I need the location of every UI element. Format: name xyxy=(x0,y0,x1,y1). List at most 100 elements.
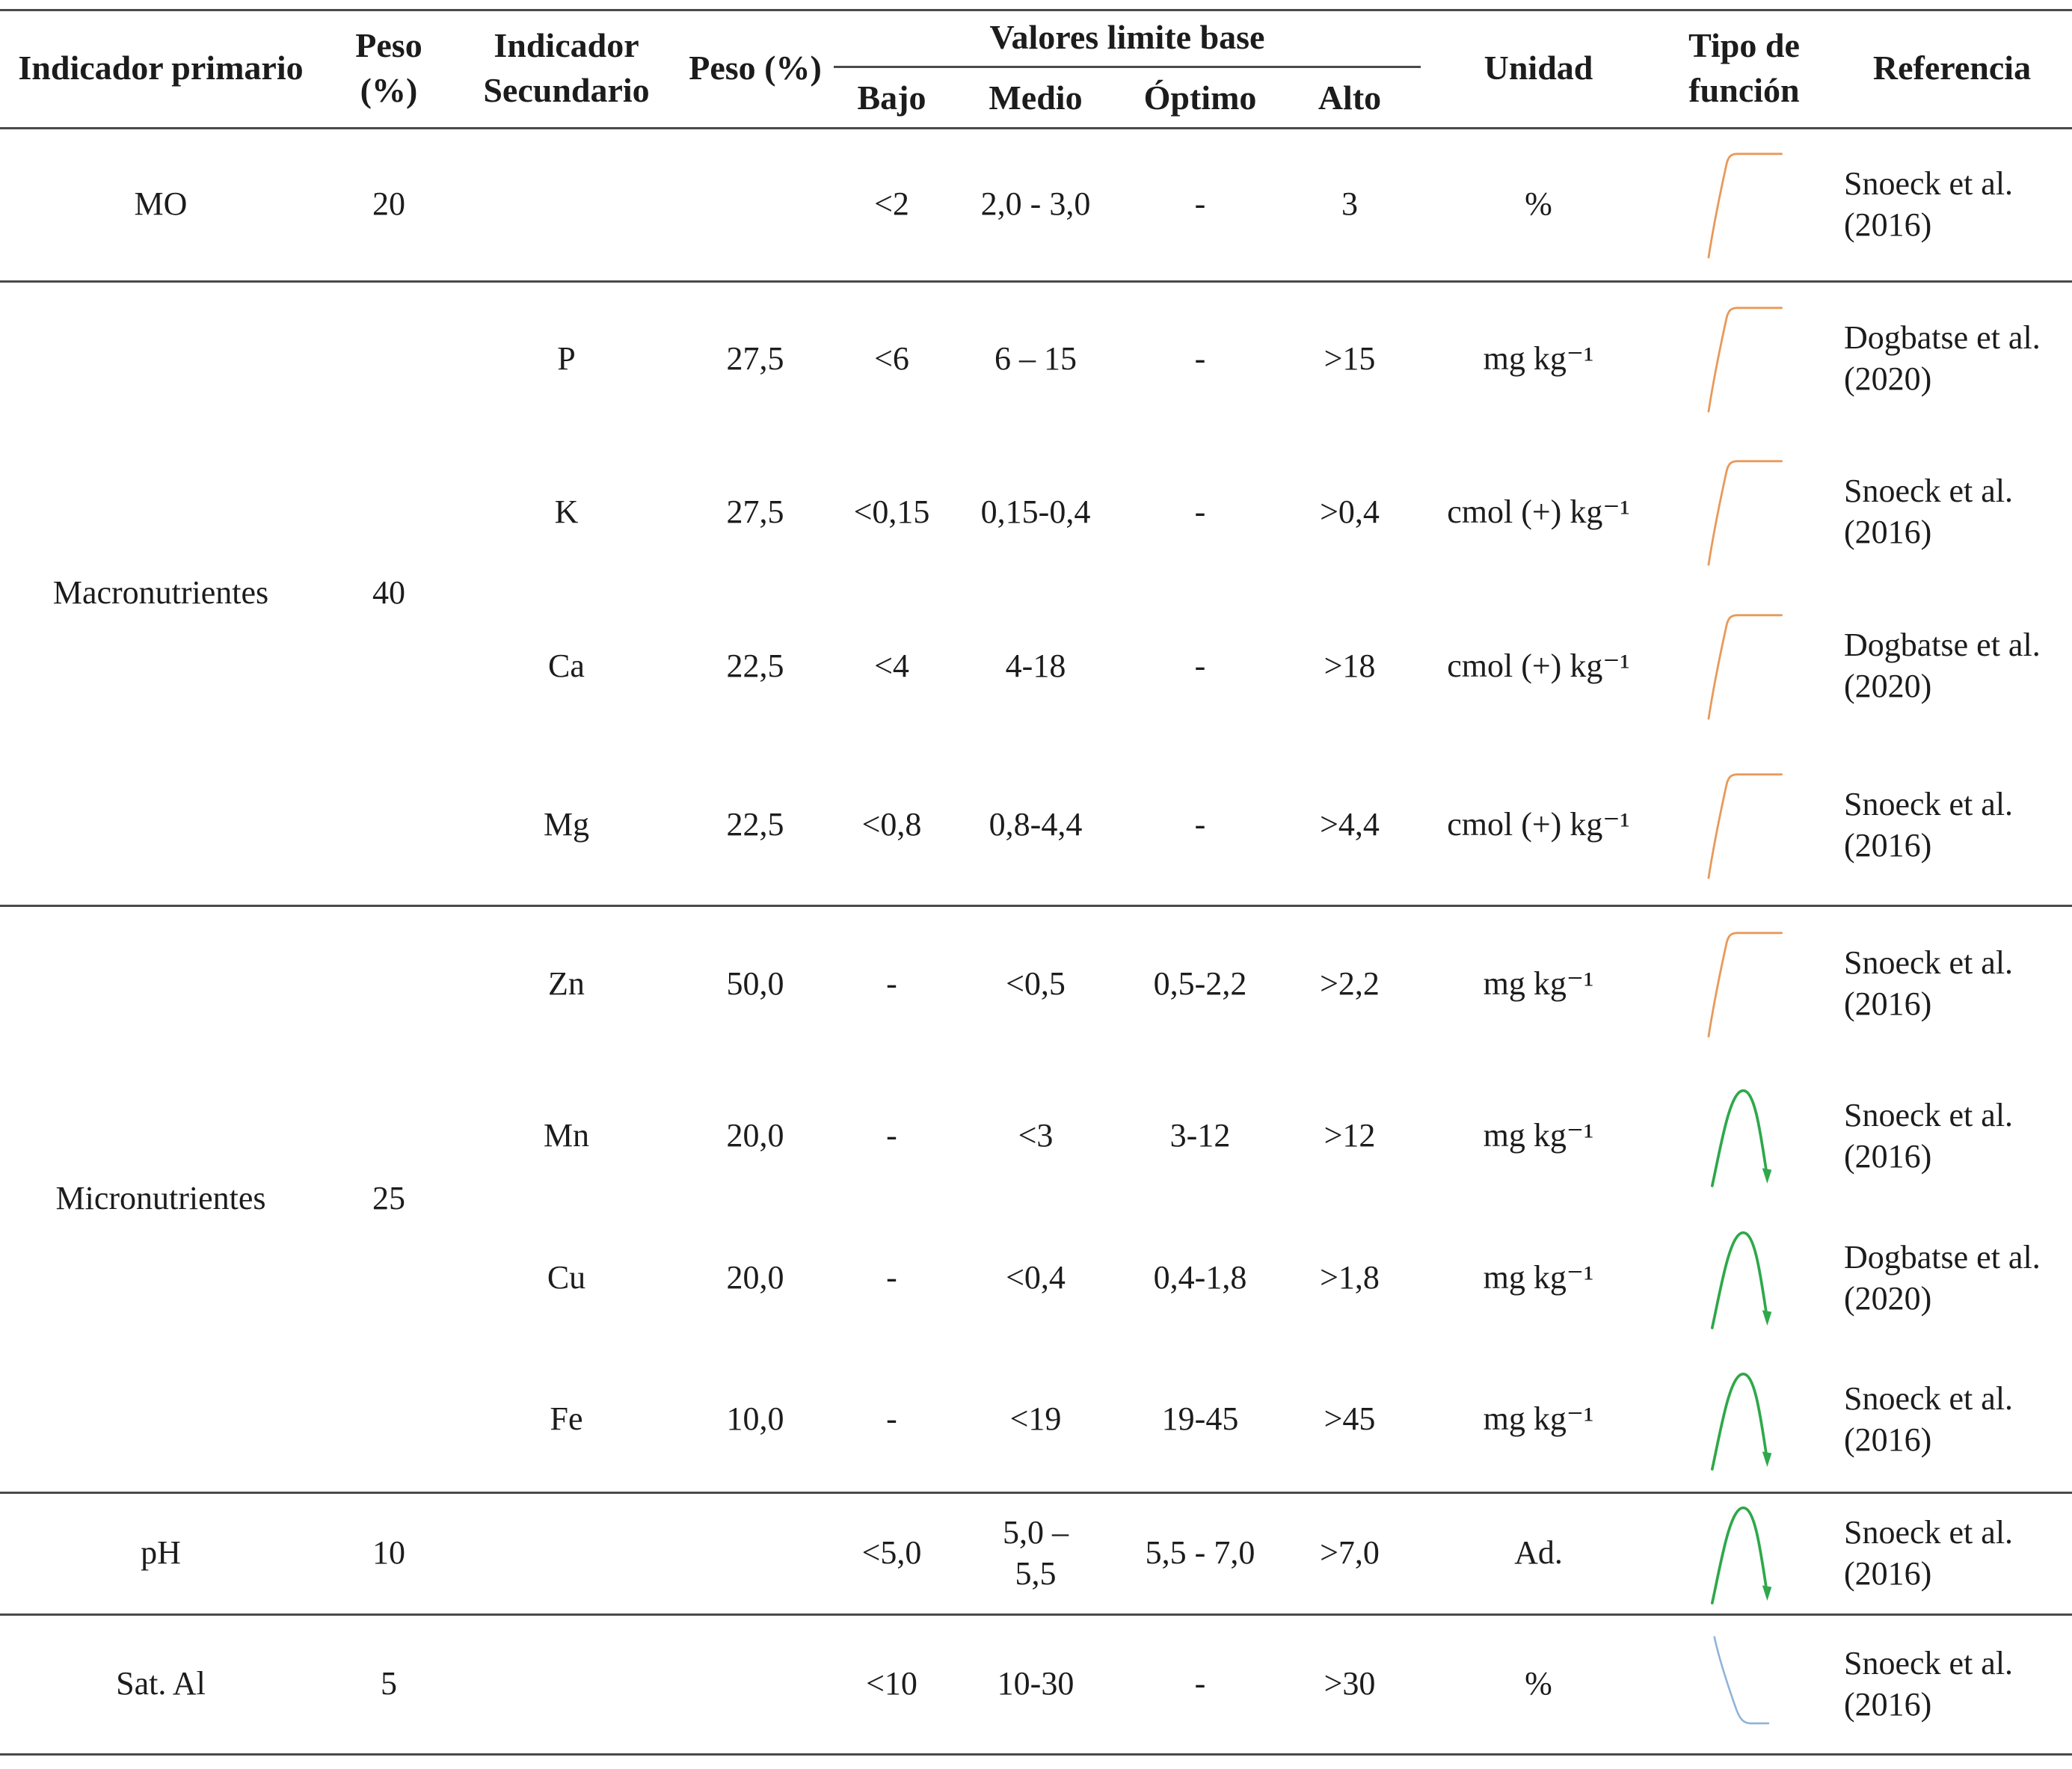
cell-cu-bajo: - xyxy=(886,1259,897,1296)
cell-mg-referencia: Snoeck et al. (2016) xyxy=(1844,785,2014,864)
cell-cu-weight: 20,0 xyxy=(726,1259,784,1296)
cell-primary-macronutrientes: Macronutrientes xyxy=(52,574,269,611)
cell-mg-unidad: cmol (+) kg⁻¹ xyxy=(1447,806,1630,843)
cell-mn-referencia: Snoeck et al. (2016) xyxy=(1844,1096,2014,1175)
cell-sat-al-referencia: Snoeck et al. (2016) xyxy=(1844,1644,2014,1723)
cell-ph-medio: 5,0 – 5,5 xyxy=(1003,1513,1069,1592)
cell-mn-alto: >12 xyxy=(1324,1117,1376,1154)
function-curve-bell-icon xyxy=(1656,1209,1832,1346)
col-header-optimo: Óptimo xyxy=(1143,78,1257,117)
cell-weight-mo: 20 xyxy=(372,185,405,222)
col-header-indicador-secundario: Indicador Secundario xyxy=(483,26,650,109)
cell-fe-referencia: Snoeck et al. (2016) xyxy=(1844,1379,2014,1458)
group-subheaders: Bajo Medio Óptimo Alto xyxy=(834,68,1421,127)
col-header-referencia: Referencia xyxy=(1872,49,2032,87)
cell-p-optimo: - xyxy=(1194,339,1206,377)
cell-weight-ph: 10 xyxy=(372,1534,405,1571)
cell-mo-unidad: % xyxy=(1525,185,1552,222)
cell-zn-bajo: - xyxy=(886,965,897,1002)
cell-mo-medio: 2,0 - 3,0 xyxy=(980,185,1091,222)
section-rule-mo xyxy=(0,280,2072,283)
cell-sat-al-alto: >30 xyxy=(1324,1665,1376,1702)
function-curve-bell-icon xyxy=(1656,1346,1832,1492)
cell-weight-micronutrientes: 25 xyxy=(372,1180,405,1216)
cell-p-secondary: P xyxy=(557,339,576,377)
cell-mg-weight: 22,5 xyxy=(726,806,784,843)
cell-mn-medio: <3 xyxy=(1018,1117,1054,1154)
function-curve-bell-icon xyxy=(1656,1062,1832,1209)
table-top-rule xyxy=(0,9,2072,11)
cell-zn-alto: >2,2 xyxy=(1320,965,1380,1002)
cell-zn-weight: 50,0 xyxy=(726,965,784,1002)
table-bottom-rule xyxy=(0,1753,2072,1756)
table-grid: Indicador primario Peso (%) Indicador Se… xyxy=(0,9,2072,1753)
cell-k-weight: 27,5 xyxy=(726,493,784,530)
cell-ca-alto: >18 xyxy=(1324,647,1376,684)
col-header-indicador-primario: Indicador primario xyxy=(18,49,304,87)
col-header-peso-secundario: Peso (%) xyxy=(689,49,822,87)
cell-ca-optimo: - xyxy=(1194,647,1206,684)
col-header-alto: Alto xyxy=(1318,78,1382,117)
cell-zn-optimo: 0,5-2,2 xyxy=(1153,965,1247,1002)
cell-sat-al-medio: 10-30 xyxy=(997,1665,1075,1702)
cell-primary-sat-al: Sat. Al xyxy=(116,1665,206,1702)
function-curve-ramp-icon xyxy=(1656,436,1832,587)
cell-ph-optimo: 5,5 - 7,0 xyxy=(1145,1534,1255,1571)
function-curve-decline-icon xyxy=(1656,1613,1832,1753)
cell-cu-unidad: mg kg⁻¹ xyxy=(1483,1259,1594,1296)
cell-weight-sat-al: 5 xyxy=(381,1665,397,1702)
cell-fe-medio: <19 xyxy=(1009,1400,1062,1437)
cell-ca-unidad: cmol (+) kg⁻¹ xyxy=(1447,647,1630,684)
cell-p-referencia: Dogbatse et al. (2020) xyxy=(1844,319,2041,397)
cell-mn-bajo: - xyxy=(886,1117,897,1154)
cell-fe-unidad: mg kg⁻¹ xyxy=(1483,1400,1594,1437)
cell-cu-referencia: Dogbatse et al. (2020) xyxy=(1844,1238,2041,1317)
cell-mn-optimo: 3-12 xyxy=(1169,1117,1231,1154)
cell-fe-optimo: 19-45 xyxy=(1161,1400,1239,1437)
cell-mn-secondary: Mn xyxy=(543,1117,590,1154)
cell-cu-medio: <0,4 xyxy=(1006,1259,1066,1296)
cell-fe-alto: >45 xyxy=(1324,1400,1376,1437)
cell-cu-alto: >1,8 xyxy=(1320,1259,1380,1296)
cell-mg-secondary: Mg xyxy=(543,806,590,843)
cell-primary-micronutrientes: Micronutrientes xyxy=(55,1180,266,1216)
cell-mg-optimo: - xyxy=(1194,806,1206,843)
col-header-tipo-funcion: Tipo de función xyxy=(1688,26,1800,109)
cell-mn-unidad: mg kg⁻¹ xyxy=(1483,1117,1594,1154)
cell-mg-alto: >4,4 xyxy=(1320,806,1380,843)
col-header-bajo: Bajo xyxy=(857,78,926,117)
cell-ca-secondary: Ca xyxy=(548,647,585,684)
cell-k-secondary: K xyxy=(554,493,579,530)
cell-sat-al-optimo: - xyxy=(1194,1665,1206,1702)
cell-ph-alto: >7,0 xyxy=(1320,1534,1380,1571)
cell-weight-macronutrientes: 40 xyxy=(372,574,405,611)
cell-mo-referencia: Snoeck et al. (2016) xyxy=(1844,164,2014,243)
cell-p-weight: 27,5 xyxy=(726,339,784,377)
cell-ph-referencia: Snoeck et al. (2016) xyxy=(1844,1513,2014,1592)
cell-primary-ph: pH xyxy=(141,1534,181,1571)
cell-ca-medio: 4-18 xyxy=(1005,647,1066,684)
cell-k-optimo: - xyxy=(1194,493,1206,530)
cell-mn-weight: 20,0 xyxy=(726,1117,784,1154)
cell-primary-mo: MO xyxy=(134,185,188,222)
cell-ca-referencia: Dogbatse et al. (2020) xyxy=(1844,627,2041,704)
cell-mg-bajo: <0,8 xyxy=(861,806,922,843)
section-rule-macronutrientes xyxy=(0,905,2072,907)
col-header-peso-primario: Peso (%) xyxy=(355,26,422,109)
cell-ph-bajo: <5,0 xyxy=(861,1534,922,1571)
cell-mg-medio: 0,8-4,4 xyxy=(989,806,1083,843)
cell-zn-medio: <0,5 xyxy=(1006,965,1066,1002)
cell-mo-alto: 3 xyxy=(1341,185,1358,222)
cell-zn-unidad: mg kg⁻¹ xyxy=(1483,965,1594,1002)
cell-sat-al-bajo: <10 xyxy=(866,1665,917,1702)
cell-cu-secondary: Cu xyxy=(547,1259,586,1296)
cell-sat-al-unidad: % xyxy=(1525,1665,1552,1702)
function-curve-ramp-icon xyxy=(1656,905,1832,1062)
cell-ca-bajo: <4 xyxy=(874,647,909,684)
cell-cu-optimo: 0,4-1,8 xyxy=(1153,1259,1247,1296)
cell-p-bajo: <6 xyxy=(874,339,909,377)
cell-fe-secondary: Fe xyxy=(550,1400,583,1437)
function-curve-ramp-icon xyxy=(1656,587,1832,744)
cell-k-medio: 0,15-0,4 xyxy=(980,493,1091,530)
col-header-unidad: Unidad xyxy=(1484,49,1593,87)
